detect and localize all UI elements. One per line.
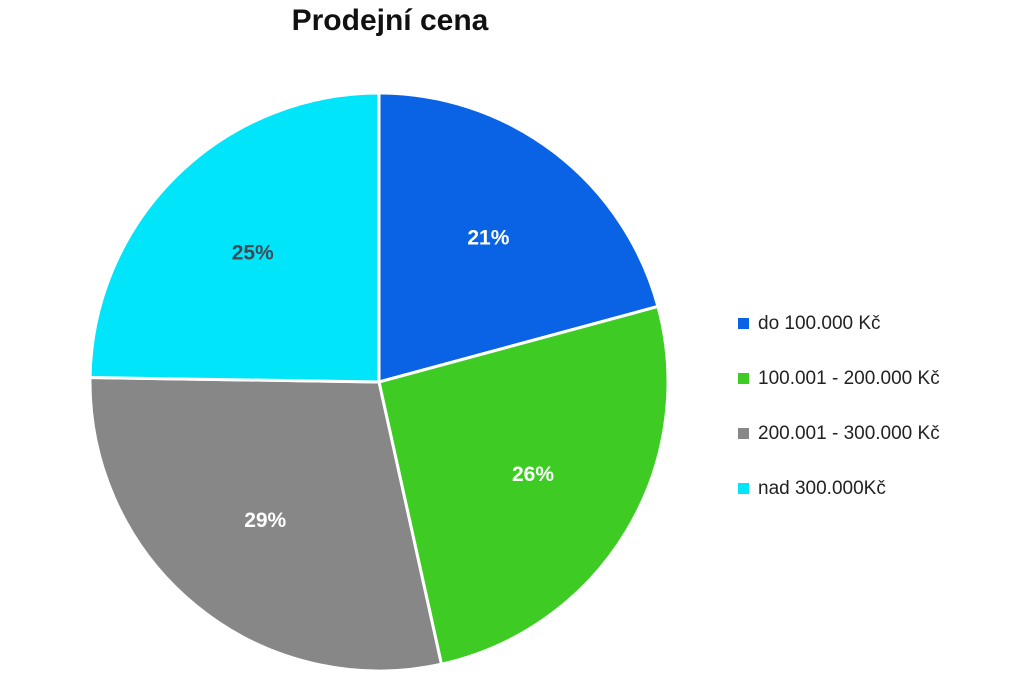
- pie-data-label-2: 26%: [512, 463, 554, 486]
- chart-title: Prodejní cena: [291, 4, 489, 37]
- pie-data-label-1: 21%: [467, 227, 509, 250]
- legend-item-4: nad 300.000Kč: [738, 461, 1018, 516]
- legend-swatch-2: [738, 373, 749, 384]
- legend-item-3: 200.001 - 300.000 Kč: [738, 406, 1018, 461]
- pie-slice-3: [88, 376, 443, 673]
- pie-slice-4: [88, 91, 381, 384]
- legend-swatch-1: [738, 318, 749, 329]
- legend-swatch-4: [738, 483, 749, 494]
- pie-data-labels: 21% 26% 29% 25%: [232, 227, 555, 532]
- pie-slice-1: [377, 91, 660, 384]
- pie-data-label-3: 29%: [244, 509, 286, 532]
- legend-item-2: 100.001 - 200.000 Kč: [738, 351, 1018, 406]
- chart-legend: do 100.000 Kč 100.001 - 200.000 Kč 200.0…: [738, 296, 1018, 516]
- legend-item-1: do 100.000 Kč: [738, 296, 1018, 351]
- legend-label-3: 200.001 - 300.000 Kč: [758, 422, 940, 444]
- legend-swatch-3: [738, 428, 749, 439]
- pie-slice-2: [377, 304, 670, 666]
- legend-label-4: nad 300.000Kč: [758, 477, 886, 499]
- pie-slices: [88, 91, 670, 673]
- pie-data-label-4: 25%: [232, 241, 274, 264]
- legend-label-2: 100.001 - 200.000 Kč: [758, 367, 940, 389]
- legend-label-1: do 100.000 Kč: [758, 312, 881, 334]
